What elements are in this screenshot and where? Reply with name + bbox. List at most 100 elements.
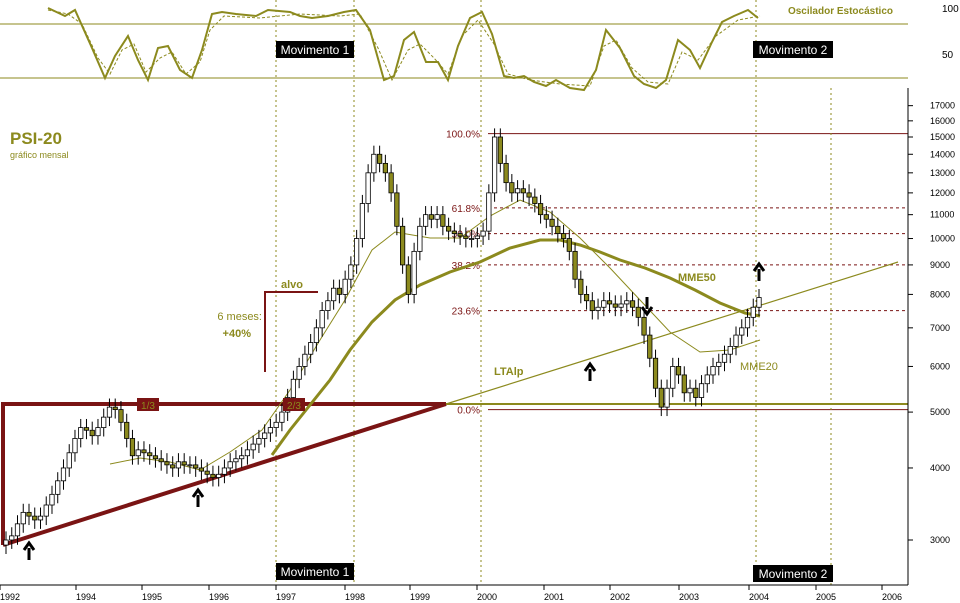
candle (423, 206, 429, 236)
candle (756, 288, 762, 317)
candle (43, 496, 49, 526)
candle (532, 188, 538, 213)
movimento2-bottom-box (753, 565, 833, 582)
mme50-line (270, 238, 761, 456)
candle (129, 429, 136, 465)
candle (342, 270, 348, 304)
candle (388, 164, 394, 202)
up-arrow-icon (752, 261, 766, 281)
candle (193, 456, 199, 477)
candle (543, 206, 549, 229)
target-bracket (264, 291, 318, 372)
candle (721, 345, 728, 372)
y-tick-label: 9000 (930, 260, 950, 270)
candle (698, 375, 705, 407)
candle (618, 295, 624, 317)
candle (601, 292, 607, 317)
candle (239, 447, 245, 468)
six-months-label: 6 meses: (217, 311, 262, 323)
y-tick-label: 7000 (930, 323, 950, 333)
candle (457, 224, 463, 245)
chart-subtitle: gráfico mensal (10, 150, 69, 160)
y-tick-label: 8000 (930, 289, 950, 299)
fib-level-label: 100.0% (446, 130, 480, 141)
candle (744, 308, 751, 337)
candle (491, 128, 498, 202)
candle (526, 184, 532, 207)
candle (382, 154, 388, 182)
x-tick-label: 1994 (76, 592, 96, 602)
y-tick-label: 14000 (930, 149, 955, 159)
x-tick-label: 1997 (276, 592, 296, 602)
two-thirds-label: 2/3 (287, 401, 301, 412)
candle (147, 444, 153, 465)
candle (348, 256, 354, 289)
candle (250, 435, 256, 459)
movimento1-bottom-label: Movimento 1 (281, 565, 350, 579)
y-tick-label: 5000 (930, 407, 950, 417)
x-tick-label: 1995 (142, 592, 162, 602)
candle (14, 515, 21, 545)
candle (578, 270, 584, 304)
candle (26, 503, 32, 526)
x-tick-label: 1999 (410, 592, 430, 602)
candle (727, 337, 733, 364)
candle (95, 418, 101, 445)
candle (468, 229, 475, 248)
candle (629, 292, 636, 317)
candle (296, 357, 302, 389)
candle (221, 459, 228, 484)
x-tick-label: 2000 (477, 592, 497, 602)
candle (181, 453, 187, 474)
fib-level-label: 61.8% (452, 204, 480, 215)
candle (365, 164, 371, 213)
candle (112, 398, 118, 419)
candle (509, 174, 515, 202)
candle (624, 292, 630, 313)
candle (135, 441, 141, 465)
annotations: Movimento 1 Movimento 2 Movimento 1 Movi… (22, 41, 833, 582)
candle (739, 319, 745, 345)
candle (83, 418, 90, 440)
y-axis: 17000 16000 15000 14000 13000 12000 11000 10000… (907, 88, 955, 585)
candle (262, 424, 268, 448)
candle (118, 400, 124, 432)
candle (273, 413, 279, 437)
candle (354, 229, 360, 274)
candle (417, 217, 423, 261)
candle (612, 295, 618, 317)
y-tick-label: 10000 (930, 234, 955, 244)
oscillator-tick-100: 100 (942, 4, 959, 15)
mme20-label: MME20 (740, 361, 778, 373)
x-tick-label: 2002 (610, 592, 630, 602)
oscillator-panel: Oscilador Estocástico 100 50 (0, 4, 959, 92)
candle (279, 403, 285, 432)
x-tick-label: 1998 (345, 592, 365, 602)
candle (635, 298, 641, 327)
x-tick-label: 2003 (679, 592, 699, 602)
x-axis: 1992 1994 1995 1996 1997 1998 1999 2000 2001 2002… (0, 584, 908, 602)
candle (566, 229, 572, 261)
candle (675, 357, 682, 384)
one-third-label: 1/3 (141, 401, 155, 412)
candle (371, 145, 377, 182)
candle (687, 379, 693, 402)
candle (641, 308, 647, 345)
one-third-box (137, 398, 159, 411)
candle (520, 180, 526, 202)
candle (486, 184, 492, 241)
candle (670, 357, 676, 398)
candle (710, 357, 716, 384)
oscillator-signal-line (47, 9, 761, 87)
y-tick-label: 11000 (930, 210, 954, 220)
x-tick-label: 1996 (209, 592, 229, 602)
candle (681, 366, 687, 402)
candle (336, 279, 342, 304)
candle (514, 180, 521, 202)
candle (704, 366, 710, 393)
candle (503, 154, 509, 192)
candle (187, 456, 193, 474)
movimento2-bottom-label: Movimento 2 (759, 567, 828, 581)
candle (434, 206, 440, 229)
candle (440, 206, 446, 236)
